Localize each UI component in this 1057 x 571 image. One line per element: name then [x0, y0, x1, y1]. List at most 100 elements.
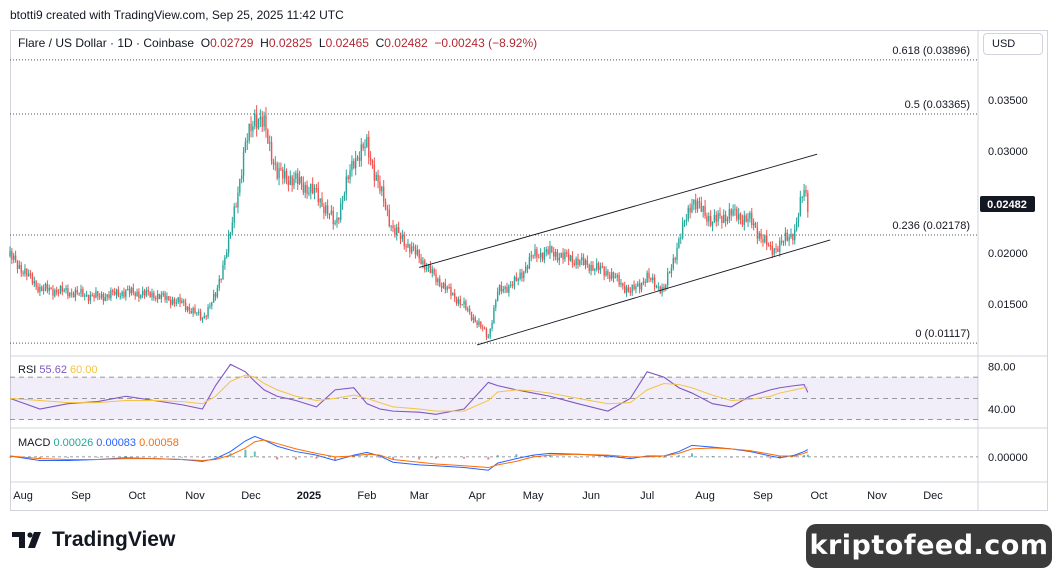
candle-body: [625, 287, 628, 293]
candle-body: [534, 249, 536, 256]
candle-body: [769, 245, 772, 247]
candle-body: [564, 252, 566, 260]
time-axis-tick: Nov: [185, 490, 205, 502]
candle-body: [495, 300, 497, 308]
candle-body: [175, 302, 177, 304]
candle-body: [319, 198, 321, 203]
macd-histogram-bar: [548, 455, 551, 457]
candle-body: [214, 293, 217, 297]
candle-body: [69, 292, 71, 297]
candle-body: [767, 244, 770, 246]
candle-body: [571, 255, 574, 263]
candle-body: [136, 291, 138, 297]
candle-body: [188, 306, 191, 311]
candle-body: [482, 327, 484, 329]
candle-body: [702, 206, 704, 212]
currency-button[interactable]: USD: [983, 33, 1043, 55]
candle-body: [788, 237, 790, 241]
candle-body: [360, 144, 362, 161]
price-axis-tick: 0.03000: [988, 146, 1028, 158]
candle-body: [323, 206, 325, 214]
candle-body: [343, 194, 346, 201]
candle-body: [553, 251, 555, 257]
candle-body: [9, 251, 11, 257]
low-label: L: [318, 36, 326, 50]
candle-body: [764, 235, 766, 243]
candle-body: [640, 282, 643, 290]
candle-body: [298, 177, 301, 184]
symbol-name: Flare / US Dollar · 1D · Coinbase: [18, 36, 195, 50]
candle-body: [78, 292, 80, 294]
open-value: 0.02729: [210, 36, 254, 50]
time-axis-tick: Oct: [810, 490, 827, 502]
candle-body: [437, 278, 439, 283]
time-axis-tick: Jun: [582, 490, 600, 502]
candle-body: [478, 321, 480, 325]
time-axis-tick: Sep: [753, 490, 773, 502]
symbol-legend: Flare / US Dollar · 1D · Coinbase O0.027…: [18, 36, 537, 50]
macd-histogram-bar: [515, 454, 518, 457]
candle-body: [162, 293, 164, 296]
candle-body: [670, 267, 673, 274]
brand-name: TradingView: [52, 528, 176, 551]
candle-body: [442, 283, 445, 288]
candle-body: [54, 289, 56, 296]
macd-histogram-bar: [378, 456, 381, 458]
candle-body: [745, 215, 747, 222]
candle-body: [394, 228, 396, 236]
candle-body: [739, 213, 742, 220]
candle-body: [672, 258, 674, 268]
candle-body: [631, 284, 633, 293]
candle-body: [308, 192, 310, 194]
candle-body: [354, 158, 357, 169]
candle-body: [224, 257, 226, 266]
candle-body: [665, 285, 667, 290]
candle-body: [265, 115, 267, 130]
candle-body: [427, 265, 430, 268]
candle-body: [371, 160, 374, 165]
candle-body: [246, 140, 248, 143]
candle-body: [63, 289, 65, 292]
candle-body: [668, 272, 671, 274]
time-axis-tick: Oct: [128, 490, 145, 502]
candle-body: [138, 291, 140, 298]
macd-histogram-bar: [577, 456, 579, 458]
candle-body: [166, 296, 168, 300]
candle-body: [211, 302, 213, 306]
candle-body: [280, 168, 282, 170]
time-axis-tick: Dec: [923, 490, 943, 502]
candle-body: [100, 294, 103, 298]
channel-lower-line: [476, 239, 831, 346]
candle-body: [155, 298, 157, 300]
candle-body: [448, 287, 450, 289]
candle-body: [121, 291, 123, 296]
candle-body: [538, 257, 540, 259]
candle-body: [519, 272, 521, 279]
macd-legend: MACD 0.00026 0.00083 0.00058: [18, 437, 179, 449]
open-label: O: [200, 36, 211, 50]
macd-histogram-bar: [124, 456, 127, 457]
candle-body: [468, 308, 471, 312]
last-price-tag: [980, 195, 1035, 212]
candle-body: [347, 176, 349, 180]
candle-body: [687, 207, 689, 220]
candle-body: [169, 299, 172, 305]
candle-body: [786, 232, 788, 241]
candle-body: [70, 292, 73, 294]
candle-body: [257, 119, 260, 129]
candle-body: [65, 288, 67, 290]
candle-body: [573, 262, 575, 265]
candle-body: [207, 307, 209, 317]
macd-line-value: 0.00083: [96, 437, 137, 449]
candle-body: [59, 285, 62, 294]
tradingview-brand[interactable]: TradingView: [12, 528, 175, 552]
candle-body: [431, 269, 433, 274]
candle-body: [594, 269, 596, 271]
macd-histogram-bar: [276, 456, 279, 460]
candle-body: [635, 286, 637, 290]
candle-body: [498, 285, 501, 292]
candle-body: [57, 292, 60, 294]
candle-body: [24, 268, 26, 274]
candle-body: [599, 266, 602, 270]
